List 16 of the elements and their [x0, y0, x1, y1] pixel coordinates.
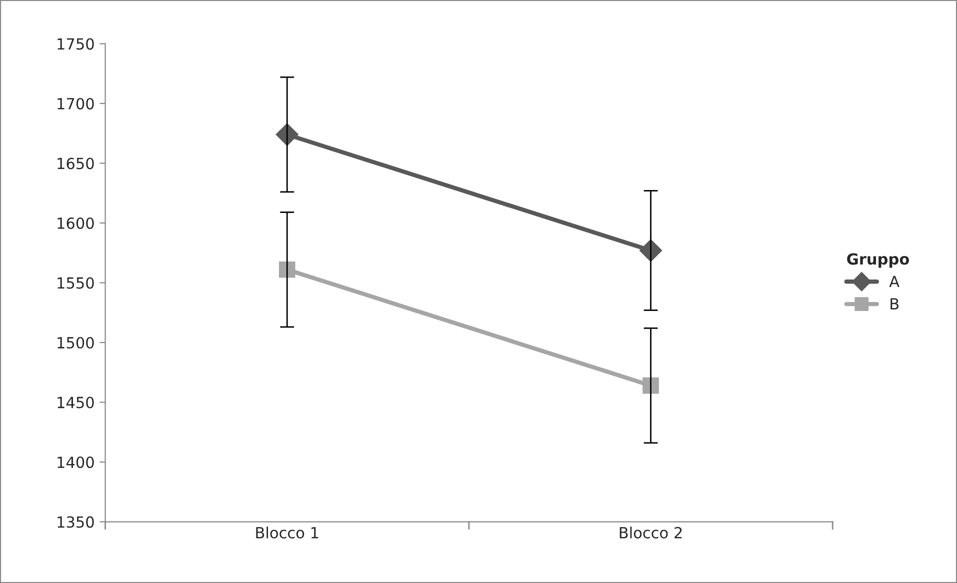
y-tick-label: 1600	[58, 217, 94, 230]
point	[278, 261, 296, 278]
x-tick-label: Blocco 2	[620, 526, 682, 538]
y-tick-label: 1500	[58, 336, 94, 349]
y-tick-label: 1750	[58, 38, 94, 50]
y-tick-label: 1700	[58, 98, 94, 110]
y-tick-label: 1650	[58, 158, 94, 170]
y-tick-label: 1550	[58, 277, 94, 289]
point	[642, 377, 659, 394]
legend-label: B	[890, 298, 899, 310]
y-tick-label: 1400	[58, 456, 94, 468]
y-tick-label: 1450	[58, 396, 94, 408]
x-tick-label: Blocco 1	[256, 526, 318, 538]
legend-title: Gruppo	[847, 253, 910, 268]
y-tick-label: 1350	[58, 516, 94, 528]
legend-label: A	[889, 276, 900, 287]
